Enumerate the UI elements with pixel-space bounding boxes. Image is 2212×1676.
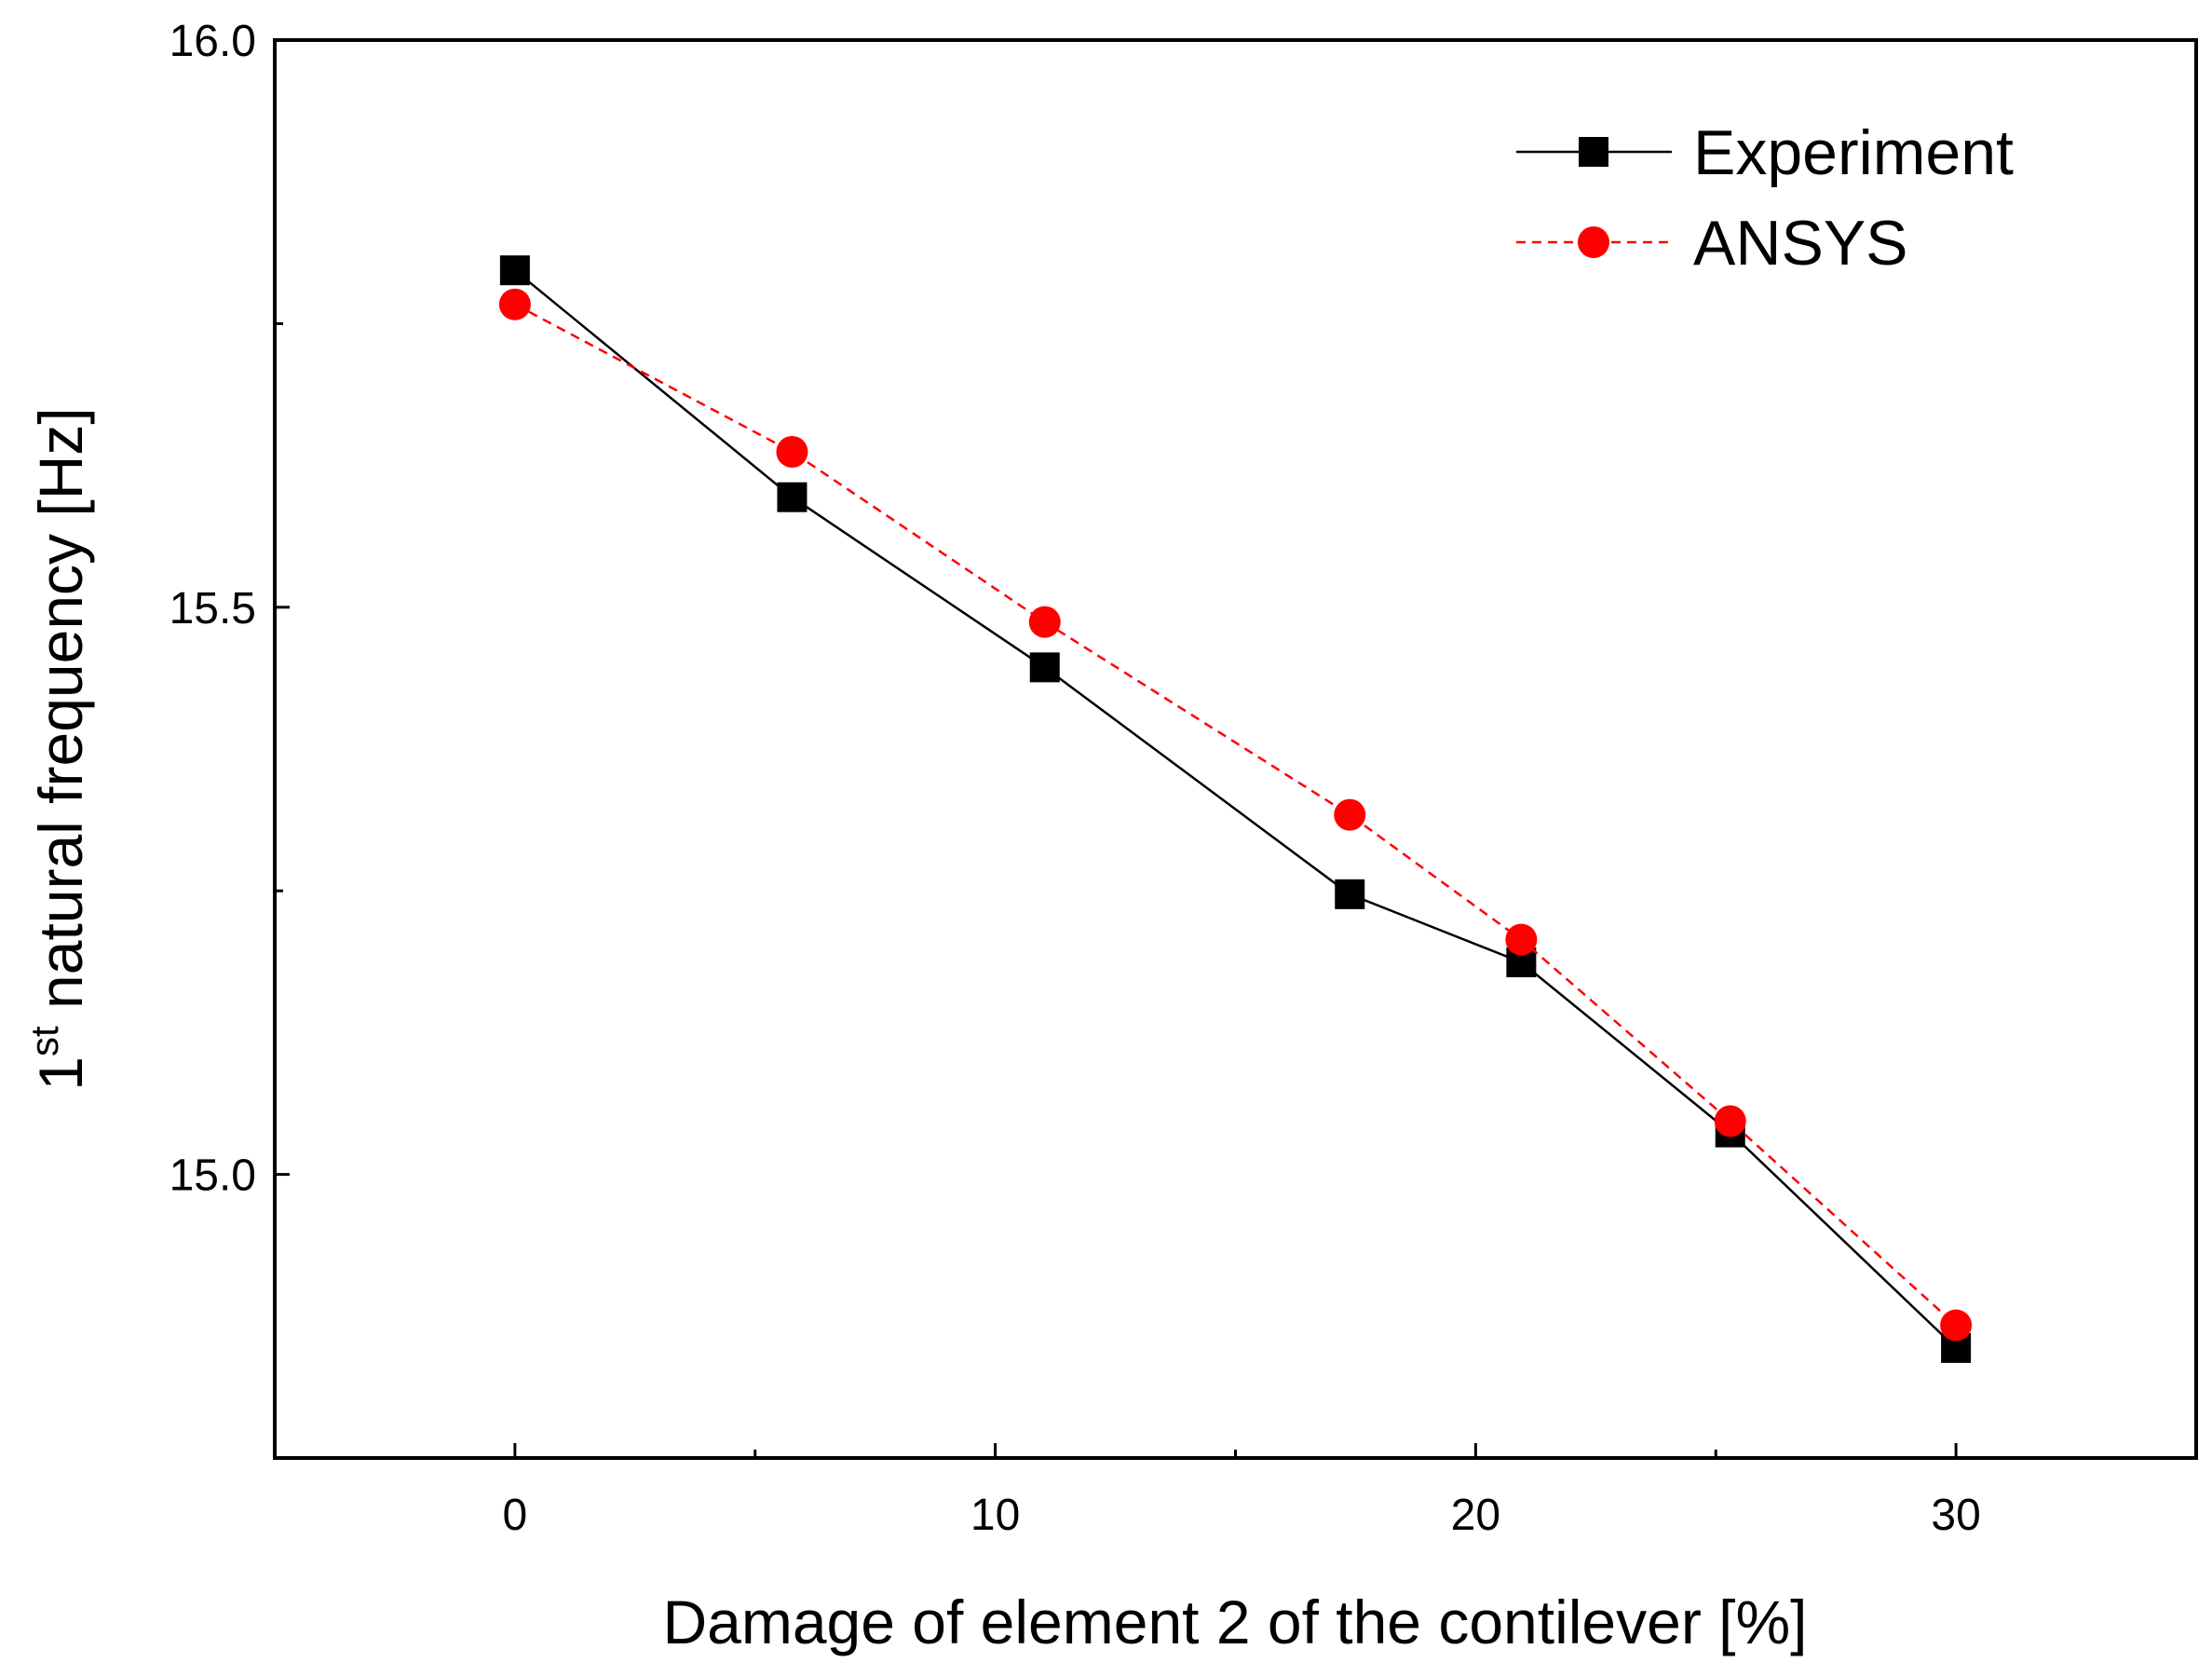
y-tick-label: 15.5 — [170, 584, 256, 634]
y-tick-label: 16.0 — [170, 17, 256, 66]
data-point — [1505, 923, 1538, 956]
y-axis-ticks: 15.0 15.5 16.0 — [170, 17, 290, 1201]
data-point — [498, 288, 531, 320]
legend-label-ansys: ANSYS — [1693, 208, 1908, 279]
series-experiment — [499, 255, 1972, 1363]
data-point — [499, 255, 530, 286]
data-point — [1334, 798, 1366, 831]
series-ansys — [498, 288, 1973, 1342]
series-layer — [498, 255, 1973, 1363]
legend-marker-ansys — [1578, 226, 1609, 258]
legend-marker-experiment — [1579, 137, 1608, 167]
series-line — [514, 269, 1957, 1349]
x-tick-label: 30 — [1931, 1491, 1980, 1540]
legend-label-experiment: Experiment — [1693, 117, 2014, 188]
plot-frame — [273, 38, 2198, 1460]
y-tick-label: 15.0 — [170, 1151, 256, 1201]
data-point — [1940, 1309, 1973, 1342]
x-tick-label: 20 — [1451, 1491, 1500, 1540]
data-point — [1714, 1105, 1746, 1138]
data-point — [1029, 652, 1060, 683]
data-point — [1335, 879, 1365, 909]
x-tick-label: 10 — [970, 1491, 1020, 1540]
y-axis-title: 1st natural frequency [Hz] — [22, 407, 95, 1090]
x-tick-label: 0 — [503, 1491, 528, 1540]
legend: Experiment ANSYS — [1516, 117, 2014, 279]
x-axis-title: Damage of element 2 of the contilever [%… — [663, 1587, 1808, 1656]
x-axis-ticks: 0 10 20 30 — [503, 1443, 1981, 1540]
y-axis-title-main: 1 — [26, 1056, 95, 1091]
y-axis-title-rest: natural frequency [Hz] — [26, 407, 95, 1026]
y-axis-title-sup: st — [22, 1026, 66, 1056]
series-line — [514, 303, 1957, 1327]
data-point — [777, 482, 807, 512]
data-point — [1028, 606, 1061, 638]
data-point — [776, 435, 808, 468]
